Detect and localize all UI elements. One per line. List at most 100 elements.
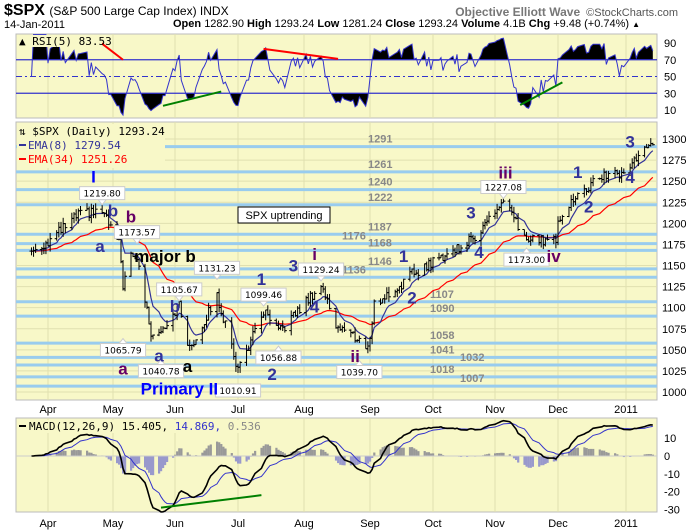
macd-histogram-bar (572, 448, 575, 456)
ohlc-bar (636, 150, 641, 167)
macd-histogram-bar (496, 453, 499, 456)
macd-histogram-bar (488, 453, 491, 456)
macd-legend-signal: 14.869, (175, 420, 228, 433)
rsi-tick-label: 70 (664, 55, 676, 67)
support-level-label: 1146 (368, 256, 392, 268)
rsi-tick-label: 30 (664, 88, 676, 100)
macd-histogram-bar (268, 445, 272, 456)
support-level-label: 1107 (430, 289, 454, 301)
macd-histogram-bar (262, 445, 265, 456)
macd-histogram-bar (324, 451, 327, 456)
x-tick-label: Oct (424, 404, 441, 416)
macd-histogram-bar (415, 449, 418, 456)
rsi-tick-label: 10 (664, 105, 676, 117)
macd-histogram-bar (498, 452, 501, 456)
chg-value: +9.48 (+0.74%) (553, 18, 630, 30)
open-value: 1282.90 (204, 18, 244, 30)
ohlc-bar (78, 206, 83, 216)
note-box (237, 206, 331, 224)
support-level-label: 1018 (430, 364, 454, 376)
price-callout: 1173.57 (118, 229, 155, 239)
macd-histogram-bar (576, 447, 579, 456)
ohlc-bar (621, 168, 626, 174)
ohlc-bar (123, 271, 127, 292)
macd-histogram-bar (337, 456, 340, 464)
macd-histogram-bar (232, 456, 235, 458)
macd-histogram-bar (216, 441, 219, 456)
ohlc-bar (63, 222, 68, 234)
macd-histogram-bar (166, 456, 169, 462)
macd-histogram-bar (603, 450, 606, 456)
low-value: 1281.24 (342, 18, 383, 30)
wave-label: b (126, 208, 136, 227)
wave-label: i (312, 245, 317, 264)
macd-histogram-bar (260, 447, 263, 456)
macd-legend-title: MACD(12,26,9) 15.405, (29, 420, 175, 433)
macd-histogram-bar (239, 456, 242, 464)
macd-histogram-bar (546, 456, 549, 463)
support-level-label: 1168 (368, 237, 392, 249)
wave-label: ii (350, 347, 359, 366)
macd-histogram-bar (90, 452, 93, 456)
macd-histogram-bar (275, 447, 278, 456)
macd-histogram-bar (105, 456, 108, 458)
ohlc-bar (297, 304, 302, 315)
macd-histogram-bar (178, 448, 181, 456)
support-level-label: 1058 (430, 330, 454, 342)
ohlc-bar (401, 278, 406, 290)
macd-histogram-bar (60, 451, 63, 456)
macd-divergence-line (160, 494, 262, 509)
ohlc-bar (194, 339, 198, 346)
macd-histogram-bar (150, 456, 153, 476)
macd-histogram-bar (207, 445, 210, 456)
macd-histogram-bar (585, 448, 588, 456)
macd-histogram-bar (292, 451, 295, 456)
rsi-tick-label: 50 (664, 72, 676, 84)
callout-box (480, 180, 527, 195)
macd-histogram-bar (164, 456, 167, 466)
wave-label: a (183, 357, 193, 376)
macd-histogram-bar (62, 450, 65, 456)
macd-histogram-bar (622, 456, 626, 458)
macd-histogram-bar (237, 456, 240, 464)
macd-histogram-bar (230, 453, 233, 456)
macd-legend: MACD(12,26,9) 15.405, 14.869, 0.536 (29, 420, 261, 433)
price-tick-label: 1100 (662, 303, 686, 315)
x-tick-label: Dec (548, 404, 568, 416)
macd-histogram-bar (647, 454, 650, 456)
macd-histogram-bar (322, 449, 325, 456)
macd-histogram-bar (88, 452, 91, 456)
macd-histogram-bar (427, 452, 430, 456)
price-tick-label: 1025 (662, 366, 686, 378)
macd-histogram-bar (92, 454, 95, 456)
wave-label: I (91, 167, 96, 186)
macd-histogram-bar (266, 444, 270, 456)
macd-histogram-bar (531, 456, 534, 467)
rsi-oversold-fill (31, 93, 653, 116)
ohlc-bar (48, 232, 53, 252)
ohlc-bar (342, 322, 347, 332)
quote-bar: Open 1282.90 High 1293.24 Low 1281.24 Cl… (173, 18, 640, 30)
x-tick-label: Nov (485, 518, 505, 530)
support-level-label: 1090 (430, 303, 454, 315)
callout-box (137, 364, 185, 379)
macd-histogram-bar (589, 448, 593, 456)
macd-histogram-bar (402, 447, 405, 456)
callout-box (113, 225, 161, 240)
macd-histogram-bar (540, 456, 543, 466)
callout-box (255, 350, 302, 365)
macd-histogram-bar (538, 456, 541, 467)
macd-signal-line (31, 422, 653, 505)
ohlc-bar (267, 309, 272, 326)
macd-histogram-bar (311, 449, 314, 456)
chg-label: Chg (528, 18, 551, 30)
macd-histogram-bar (320, 449, 323, 456)
macd-histogram-bar (394, 445, 397, 456)
price-callout: 1099.46 (245, 291, 282, 301)
wave-label: a (95, 237, 105, 256)
volume-label: Volume (461, 18, 501, 30)
price-tick-label: 1150 (662, 261, 686, 273)
macd-histogram-bar (512, 456, 516, 459)
rsi-divergence-line (162, 90, 222, 107)
support-level-label: 1261 (368, 159, 392, 171)
